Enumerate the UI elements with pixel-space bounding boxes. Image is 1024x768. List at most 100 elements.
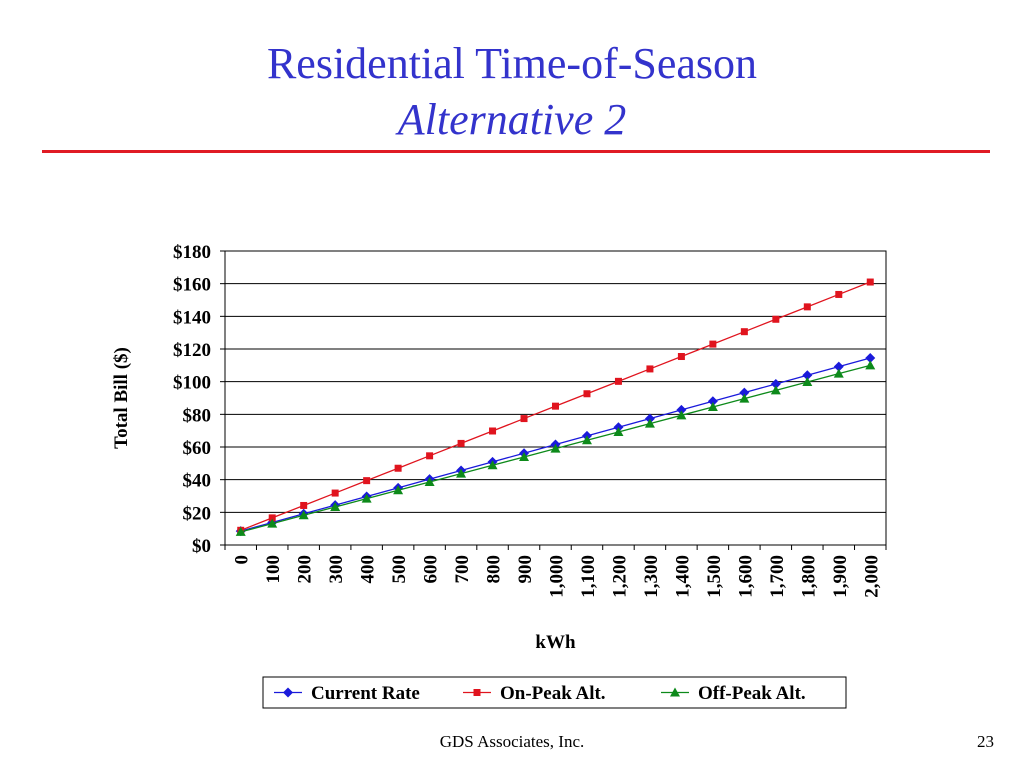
y-tick-label: $60 xyxy=(183,438,212,459)
x-tick-label: 200 xyxy=(295,555,316,584)
data-point xyxy=(677,353,685,361)
data-point xyxy=(331,489,339,497)
y-tick-label: $0 xyxy=(192,536,211,557)
data-point xyxy=(770,378,781,389)
data-point xyxy=(866,278,874,286)
data-point xyxy=(833,361,844,372)
x-tick-label: 1,500 xyxy=(704,555,725,598)
x-tick-label: 1,900 xyxy=(830,555,851,598)
data-point xyxy=(489,427,497,435)
slide-title: Residential Time-of-Season xyxy=(266,39,758,88)
data-point xyxy=(835,290,843,298)
x-tick-label: 1,800 xyxy=(798,555,819,598)
data-point xyxy=(581,435,592,445)
legend-marker xyxy=(283,687,293,698)
data-point xyxy=(865,360,876,370)
data-point xyxy=(614,377,622,385)
data-point xyxy=(235,526,246,536)
x-axis-title: kWh xyxy=(535,632,576,653)
data-point xyxy=(770,385,781,395)
title-divider xyxy=(42,150,990,153)
footer-organization: GDS Associates, Inc. xyxy=(439,732,585,751)
legend: Current Rate On-Peak Alt. Off-Peak Alt. xyxy=(262,676,847,709)
x-tick-label: 1,100 xyxy=(578,555,599,598)
data-point xyxy=(363,477,371,485)
data-point xyxy=(772,315,780,323)
legend-label: Current Rate xyxy=(311,683,420,704)
data-point xyxy=(833,368,844,378)
y-tick-label: $100 xyxy=(173,373,211,394)
data-point xyxy=(300,501,308,509)
legend-label: On-Peak Alt. xyxy=(500,683,606,704)
data-point xyxy=(487,460,498,470)
data-point xyxy=(552,402,559,410)
data-point xyxy=(424,476,435,486)
data-point xyxy=(676,404,687,415)
data-point xyxy=(519,451,530,461)
data-point xyxy=(646,365,654,373)
x-tick-label: 600 xyxy=(421,555,442,584)
x-tick-label: 1,700 xyxy=(767,555,788,598)
legend-entry: Off-Peak Alt. xyxy=(661,683,806,704)
data-point xyxy=(298,510,309,520)
data-point xyxy=(803,303,811,311)
legend-entry: On-Peak Alt. xyxy=(463,683,606,704)
x-tick-label: 300 xyxy=(326,555,347,584)
legend-marker xyxy=(670,687,680,697)
data-point xyxy=(644,418,655,428)
x-tick-label: 1,600 xyxy=(735,555,756,598)
data-point xyxy=(394,464,402,472)
data-point xyxy=(550,443,561,453)
x-tick-label: 1,000 xyxy=(547,555,568,598)
data-point xyxy=(739,387,750,398)
data-point xyxy=(740,328,748,336)
plot-area xyxy=(224,250,887,546)
x-tick-label: 1,200 xyxy=(609,555,630,598)
data-point xyxy=(865,352,876,363)
data-point xyxy=(676,410,687,420)
data-point xyxy=(267,518,278,528)
legend-label: Off-Peak Alt. xyxy=(698,683,806,704)
data-point xyxy=(707,396,718,407)
data-point xyxy=(268,514,276,522)
x-tick-label: 1,300 xyxy=(641,555,662,598)
x-tick-label: 400 xyxy=(358,555,379,584)
y-axis-title: Total Bill ($) xyxy=(111,347,132,449)
series-on-peak-alt xyxy=(237,278,874,534)
y-tick-label: $40 xyxy=(183,471,212,492)
data-point xyxy=(709,340,717,348)
x-tick-label: 700 xyxy=(452,555,473,584)
legend-box xyxy=(262,676,847,709)
x-tick-label: 100 xyxy=(263,555,284,584)
data-point xyxy=(739,393,750,403)
data-point xyxy=(426,452,434,460)
x-tick-label: 0 xyxy=(232,555,253,565)
x-tick-label: 900 xyxy=(515,555,536,584)
slide-subtitle: Alternative 2 xyxy=(397,95,627,144)
x-tick-label: 2,000 xyxy=(861,555,882,598)
series-off-peak-alt xyxy=(235,360,876,536)
data-point xyxy=(644,413,655,424)
slide-number: 23 xyxy=(977,732,994,751)
data-point xyxy=(802,376,813,386)
data-point xyxy=(802,370,813,381)
data-point xyxy=(583,390,591,398)
y-tick-label: $160 xyxy=(173,275,211,296)
x-tick-label: 1,400 xyxy=(672,555,693,598)
data-point xyxy=(456,468,467,478)
data-point xyxy=(457,439,465,447)
data-point xyxy=(330,501,341,511)
data-point xyxy=(361,493,372,503)
y-tick-label: $120 xyxy=(173,340,211,361)
data-point xyxy=(393,485,404,495)
y-tick-label: $180 xyxy=(173,242,211,263)
x-tick-label: 500 xyxy=(389,555,410,584)
legend-marker xyxy=(473,689,481,696)
x-tick-label: 800 xyxy=(484,555,505,584)
legend-entry: Current Rate xyxy=(274,683,420,704)
data-point xyxy=(613,426,624,436)
y-tick-label: $80 xyxy=(183,405,212,426)
data-point xyxy=(707,401,718,411)
y-tick-label: $140 xyxy=(173,307,211,328)
